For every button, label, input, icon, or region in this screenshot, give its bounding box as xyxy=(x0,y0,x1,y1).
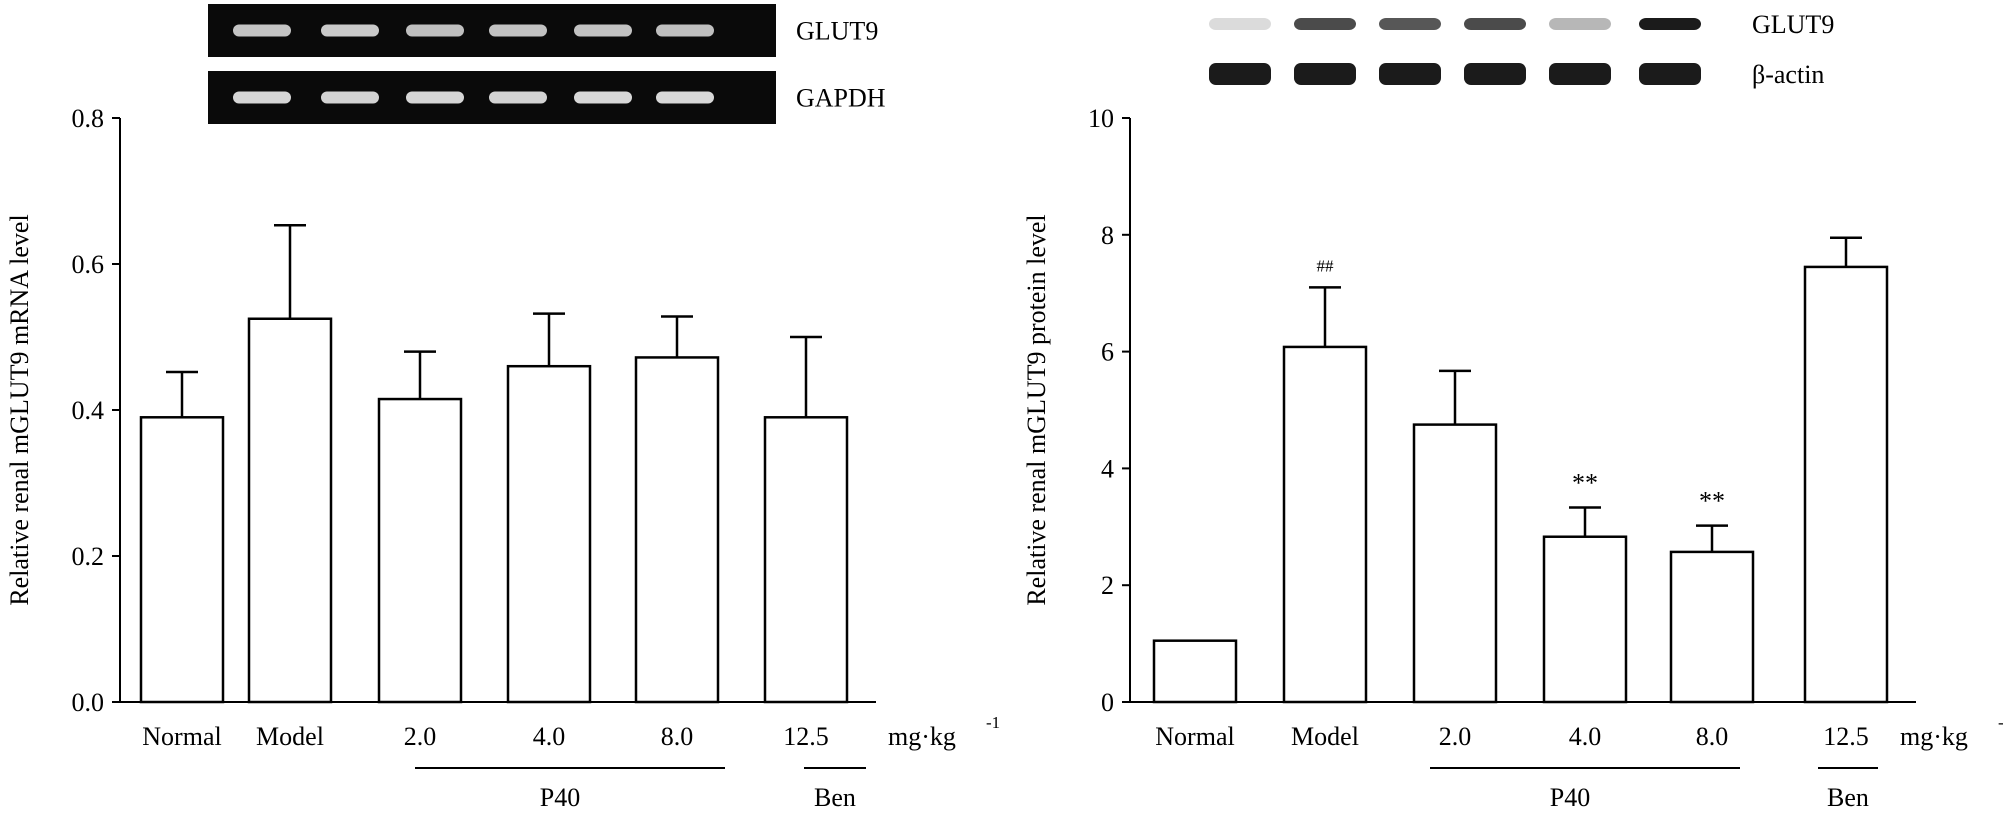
x-tick-label: Model xyxy=(1291,722,1359,751)
bar xyxy=(506,364,592,704)
significance-label: ## xyxy=(1317,256,1335,275)
western-band xyxy=(1549,18,1611,30)
bar xyxy=(1282,345,1368,704)
bar xyxy=(1542,535,1628,704)
group-label: Ben xyxy=(814,783,856,812)
y-tick-label: 8 xyxy=(1101,221,1114,250)
bar xyxy=(377,397,463,704)
gel-band xyxy=(406,24,464,37)
y-axis-label: Relative renal mGLUT9 mRNA level xyxy=(5,214,34,605)
y-tick-label: 6 xyxy=(1101,338,1114,367)
blot-label: β-actin xyxy=(1752,60,1824,89)
x-tick-label: 2.0 xyxy=(1439,722,1472,751)
x-tick-label: 4.0 xyxy=(533,722,566,751)
gel-band xyxy=(489,91,547,104)
unit-exponent: -1 xyxy=(986,713,1000,732)
blot-label: GLUT9 xyxy=(796,17,878,46)
western-band xyxy=(1549,63,1611,85)
x-tick-label: 4.0 xyxy=(1569,722,1602,751)
x-tick-label: Normal xyxy=(142,722,221,751)
western-band xyxy=(1464,18,1526,30)
western-band xyxy=(1379,18,1441,30)
unit-label: mg·kg xyxy=(1900,722,1968,751)
gel-band xyxy=(574,24,632,37)
bar xyxy=(763,416,849,704)
y-tick-label: 2 xyxy=(1101,571,1114,600)
x-tick-label: Model xyxy=(256,722,324,751)
gel-band xyxy=(233,24,291,37)
bar xyxy=(139,416,225,704)
bar xyxy=(1412,423,1498,704)
bar xyxy=(1152,639,1238,704)
bar xyxy=(247,317,333,704)
blot-label: GLUT9 xyxy=(1752,10,1834,39)
western-band xyxy=(1464,63,1526,85)
x-tick-label: 2.0 xyxy=(404,722,437,751)
bar xyxy=(634,356,720,704)
y-axis-label: Relative renal mGLUT9 protein level xyxy=(1022,214,1051,605)
western-band xyxy=(1209,18,1271,30)
group-label: Ben xyxy=(1827,783,1869,812)
protein-panel: 0 2 4 6 8 10 Relative renal mGLUT9 protein lev… xyxy=(1022,10,2003,812)
gel-band xyxy=(233,91,291,104)
gel-band xyxy=(656,24,714,37)
unit-exponent: -1 xyxy=(1998,713,2003,732)
x-tick-label: 12.5 xyxy=(1823,722,1869,751)
gel-band xyxy=(321,24,379,37)
gel-band xyxy=(489,24,547,37)
y-tick-label: 0.2 xyxy=(72,542,105,571)
western-band xyxy=(1639,63,1701,85)
western-band xyxy=(1294,18,1356,30)
x-tick-label: Normal xyxy=(1155,722,1234,751)
blot-label: GAPDH xyxy=(796,84,886,113)
y-tick-label: 0.8 xyxy=(72,104,105,133)
significance-label: ** xyxy=(1572,469,1598,498)
y-tick-label: 10 xyxy=(1088,104,1114,133)
western-band xyxy=(1639,18,1701,30)
y-tick-label: 0 xyxy=(1101,688,1114,717)
mrna-panel: 0.0 0.2 0.4 0.6 0.8 Relative renal mGLUT9 mRN… xyxy=(5,4,1000,812)
group-label: P40 xyxy=(1550,783,1590,812)
gel-band xyxy=(406,91,464,104)
bar xyxy=(1803,265,1889,704)
y-tick-label: 0.6 xyxy=(72,250,105,279)
western-band xyxy=(1209,63,1271,85)
significance-label: ** xyxy=(1699,487,1725,516)
bar xyxy=(1669,550,1755,704)
western-band xyxy=(1379,63,1441,85)
y-tick-label: 0.4 xyxy=(72,396,105,425)
western-band xyxy=(1294,63,1356,85)
y-tick-label: 4 xyxy=(1101,454,1114,483)
group-label: P40 xyxy=(540,783,580,812)
gel-band xyxy=(574,91,632,104)
y-tick-label: 0.0 xyxy=(72,688,105,717)
x-tick-label: 8.0 xyxy=(1696,722,1729,751)
x-tick-label: 12.5 xyxy=(783,722,829,751)
gel-band xyxy=(656,91,714,104)
gel-band xyxy=(321,91,379,104)
x-tick-label: 8.0 xyxy=(661,722,694,751)
unit-label: mg·kg xyxy=(888,722,956,751)
